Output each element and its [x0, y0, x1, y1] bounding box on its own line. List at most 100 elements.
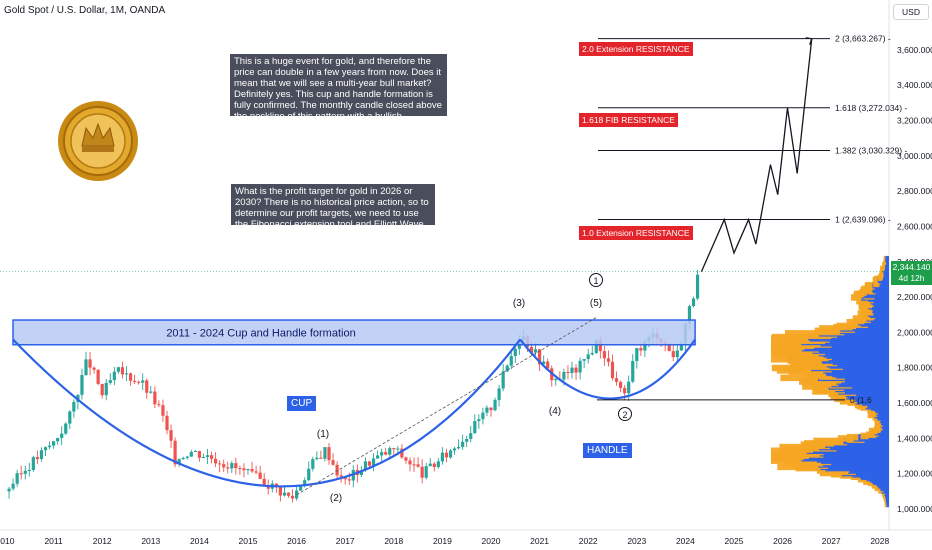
- chart-title: Gold Spot / U.S. Dollar, 1M, OANDA: [4, 5, 165, 16]
- candle-down: [602, 351, 606, 359]
- candle-down: [574, 367, 578, 373]
- x-tick-label: 2014: [190, 536, 209, 546]
- candle-up: [562, 371, 566, 380]
- candle-down: [218, 463, 222, 465]
- y-tick-label: 1,200.000: [897, 469, 932, 479]
- analysis-note-2: What is the profit target for gold in 20…: [231, 184, 435, 241]
- volume-profile-bar-up: [846, 318, 858, 326]
- handle-curve: [519, 338, 697, 400]
- projection-path: [700, 38, 813, 272]
- candle-up: [448, 450, 453, 458]
- candle-down: [234, 463, 238, 469]
- candle-down: [671, 351, 675, 358]
- candle-down: [331, 460, 335, 465]
- candle-up: [627, 381, 631, 394]
- x-tick-label: 2010: [0, 536, 15, 546]
- candle-up: [485, 407, 489, 413]
- candle-up: [424, 466, 428, 478]
- x-tick-label: 2012: [93, 536, 112, 546]
- candle-up: [457, 446, 461, 449]
- candle-down: [489, 407, 493, 411]
- candle-down: [88, 359, 92, 368]
- candle-up: [201, 457, 206, 459]
- candle-up: [691, 298, 696, 307]
- y-tick-label: 2,000.000: [897, 327, 932, 337]
- candle-up: [675, 350, 679, 358]
- candle-down: [128, 373, 133, 381]
- candle-down: [262, 478, 266, 486]
- candle-down: [209, 455, 214, 459]
- volume-profile-bar-up: [771, 338, 802, 346]
- candle-up: [635, 348, 639, 362]
- candle-up: [590, 352, 594, 355]
- candle-up: [205, 455, 210, 458]
- candle-up: [72, 401, 76, 412]
- candle-up: [643, 341, 647, 351]
- x-tick-label: 2020: [482, 536, 501, 546]
- candle-up: [141, 380, 145, 383]
- time-axis[interactable]: 2010 2011 2012 2013 2014 2015 2016 2017 2018 2019…: [0, 536, 890, 546]
- x-tick-label: 2019: [433, 536, 452, 546]
- candle-down: [214, 458, 218, 464]
- volume-profile-bar-down: [885, 255, 889, 263]
- candle-down: [404, 457, 408, 461]
- volume-profile-bar-up: [880, 265, 883, 273]
- fibonacci-extension[interactable]: 0 (1,6 1 (2,639.096) - 1.382 (3,030.329) -…: [597, 34, 907, 405]
- candle-up: [513, 348, 517, 357]
- candle-down: [319, 457, 323, 459]
- volume-profile-bar-up: [779, 443, 820, 451]
- wave-circle-label-2: 2: [622, 410, 627, 420]
- candle-up: [371, 458, 376, 466]
- x-tick-label: 2028: [870, 536, 889, 546]
- candle-up: [84, 359, 88, 376]
- volume-profile-bar-up: [846, 433, 859, 441]
- candle-down: [412, 464, 416, 466]
- x-tick-label: 2021: [530, 536, 549, 546]
- y-tick-label: 3,200.000: [897, 115, 932, 125]
- candle-up: [303, 480, 307, 486]
- x-tick-label: 2022: [579, 536, 598, 546]
- x-tick-label: 2018: [384, 536, 403, 546]
- candle-down: [614, 378, 619, 382]
- y-tick-label: 3,400.000: [897, 80, 932, 90]
- volume-profile-bar-up: [869, 427, 878, 435]
- y-tick-label: 3,000.000: [897, 151, 932, 161]
- candle-down: [619, 381, 623, 388]
- handle-label: HANDLE: [583, 443, 632, 458]
- candle-up: [282, 492, 287, 496]
- formation-label: 2011 - 2024 Cup and Handle formation: [166, 327, 355, 339]
- candle-down: [610, 361, 615, 379]
- candle-countdown: 4d 12h: [898, 273, 925, 283]
- x-tick-label: 2016: [287, 536, 306, 546]
- wave-circle-label-1: 1: [593, 276, 598, 286]
- candle-down: [173, 440, 177, 465]
- current-price-tag: 2,344.140 4d 12h: [891, 261, 932, 285]
- candle-up: [505, 365, 509, 372]
- wave-circle-1: [589, 273, 603, 287]
- candle-down: [290, 495, 295, 499]
- candle-down: [278, 487, 282, 496]
- x-tick-label: 2017: [336, 536, 355, 546]
- candle-up: [473, 421, 477, 434]
- candle-up: [477, 419, 481, 422]
- candle-down: [327, 447, 331, 461]
- y-tick-label: 2,200.000: [897, 292, 932, 302]
- candle-down: [384, 452, 388, 455]
- candle-up: [185, 456, 189, 458]
- y-tick-label: 1,000.000: [897, 504, 932, 514]
- y-tick-label: 1,600.000: [897, 398, 932, 408]
- candle-up: [687, 306, 692, 324]
- candle-up: [149, 391, 153, 393]
- candle-up: [469, 433, 473, 439]
- candle-up: [193, 450, 197, 452]
- x-tick-label: 2015: [239, 536, 258, 546]
- candle-down: [335, 464, 339, 476]
- candle-up: [116, 367, 120, 372]
- currency-button[interactable]: USD: [893, 4, 929, 20]
- candle-down: [137, 381, 141, 383]
- candle-down: [120, 367, 125, 375]
- candle-up: [315, 457, 319, 460]
- candle-down: [242, 468, 246, 471]
- candle-down: [145, 380, 149, 393]
